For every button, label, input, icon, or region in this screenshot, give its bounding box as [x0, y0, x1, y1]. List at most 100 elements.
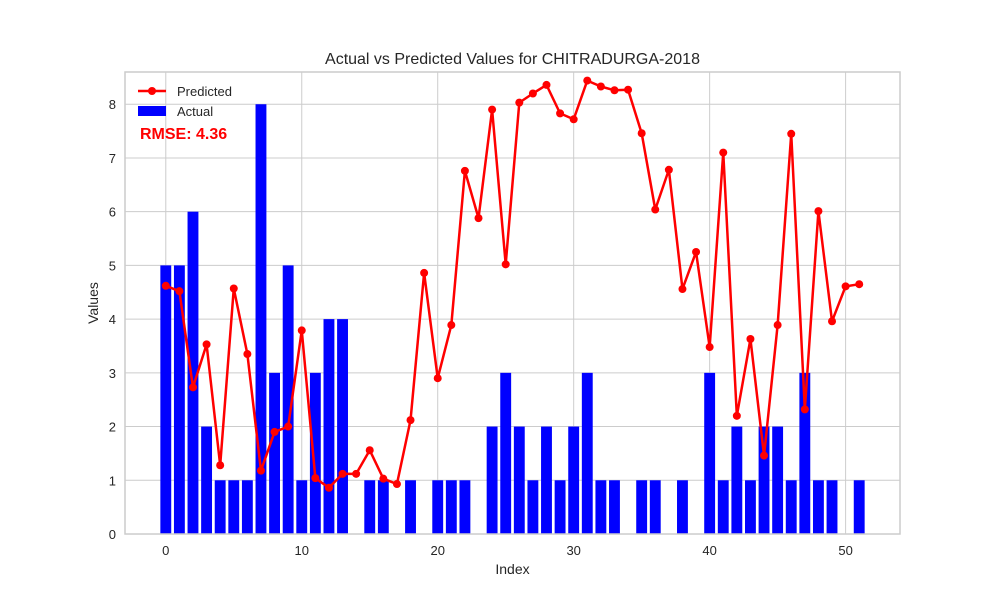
actual-bar: [201, 426, 213, 534]
x-tick-label: 20: [430, 543, 444, 558]
y-tick-label: 8: [109, 97, 116, 112]
predicted-point: [460, 166, 469, 175]
actual-bar: [812, 480, 824, 534]
predicted-line: [161, 76, 864, 492]
actual-bar: [337, 319, 348, 534]
predicted-point: [841, 282, 850, 291]
x-tick-label: 40: [702, 543, 716, 558]
legend-predicted-label: Predicted: [177, 84, 232, 99]
actual-bar: [160, 265, 172, 534]
actual-bar: [581, 372, 593, 534]
y-tick-label: 7: [109, 151, 116, 166]
actual-bar: [527, 480, 539, 534]
predicted-point: [270, 427, 279, 436]
actual-bar: [772, 426, 784, 534]
predicted-point: [828, 317, 837, 326]
predicted-point: [664, 165, 673, 174]
actual-bar: [853, 480, 865, 534]
legend-actual-swatch-icon: [138, 106, 166, 116]
actual-bar: [187, 211, 199, 534]
predicted-point: [243, 350, 252, 359]
actual-bar: [745, 480, 756, 534]
actual-bar: [269, 372, 280, 534]
actual-bar: [785, 480, 797, 534]
actual-bar: [717, 480, 729, 534]
x-axis-label: Index: [495, 561, 529, 577]
actual-bar: [595, 480, 607, 534]
y-tick-label: 6: [109, 205, 116, 220]
predicted-series-line: [165, 79, 860, 490]
actual-bar: [636, 480, 648, 534]
actual-bar: [554, 480, 566, 534]
predicted-point: [692, 247, 701, 256]
actual-bar: [309, 372, 321, 534]
x-tick-label: 30: [566, 543, 580, 558]
predicted-point: [488, 105, 497, 114]
actual-bar: [541, 426, 552, 534]
actual-bar: [568, 426, 580, 534]
actual-bar: [364, 480, 376, 534]
predicted-point: [447, 321, 456, 330]
predicted-point: [352, 469, 361, 478]
predicted-point: [175, 287, 184, 296]
actual-bar: [486, 426, 498, 534]
predicted-point: [651, 205, 660, 214]
actual-bar: [826, 480, 838, 534]
predicted-point: [719, 148, 728, 157]
actual-bar: [513, 426, 525, 534]
actual-bar: [228, 480, 240, 534]
tick-labels: 0 10 20 30 40 50 0 1 2 3 4 5 6 7 8: [109, 97, 853, 558]
predicted-point: [596, 82, 605, 91]
predicted-point: [760, 451, 769, 460]
x-tick-label: 50: [838, 543, 852, 558]
predicted-point: [678, 285, 687, 294]
actual-bar: [405, 480, 416, 534]
actual-bar: [214, 480, 226, 534]
legend-actual-label: Actual: [177, 104, 213, 119]
actual-bars: [160, 104, 865, 535]
y-tick-label: 0: [109, 527, 116, 542]
predicted-point: [583, 76, 592, 85]
predicted-point: [556, 109, 565, 118]
actual-bar: [241, 480, 253, 534]
actual-bar: [677, 480, 688, 534]
predicted-point: [501, 260, 510, 269]
legend-predicted-marker-icon: [148, 87, 156, 95]
y-tick-label: 1: [109, 473, 116, 488]
predicted-point: [542, 80, 551, 89]
plot-frame: [124, 71, 901, 535]
actual-bar: [377, 480, 389, 534]
predicted-point: [433, 374, 442, 383]
predicted-point: [515, 98, 524, 107]
predicted-point: [528, 89, 537, 98]
actual-bar: [459, 480, 471, 534]
predicted-point: [284, 422, 293, 431]
predicted-point: [297, 326, 306, 335]
actual-bar: [296, 480, 308, 534]
predicted-point: [787, 129, 796, 138]
predicted-point: [814, 207, 823, 216]
predicted-point: [800, 405, 809, 414]
predicted-point: [338, 469, 347, 478]
predicted-point: [365, 446, 374, 455]
predicted-point: [216, 461, 225, 470]
predicted-point: [406, 416, 415, 425]
predicted-point: [855, 280, 864, 289]
actual-bar: [609, 480, 620, 534]
predicted-point: [610, 86, 619, 95]
actual-bar: [704, 372, 716, 534]
predicted-point: [624, 85, 633, 94]
actual-bar: [255, 104, 267, 535]
predicted-point: [637, 129, 646, 138]
y-tick-label: 2: [109, 420, 116, 435]
chart-title: Actual vs Predicted Values for CHITRADUR…: [325, 51, 700, 68]
predicted-point: [188, 383, 197, 392]
predicted-point: [161, 281, 170, 290]
actual-bar: [500, 372, 512, 534]
predicted-point: [569, 115, 578, 124]
predicted-point: [474, 214, 483, 223]
actual-bar: [173, 265, 185, 534]
predicted-point: [311, 474, 320, 483]
predicted-point: [705, 343, 714, 352]
